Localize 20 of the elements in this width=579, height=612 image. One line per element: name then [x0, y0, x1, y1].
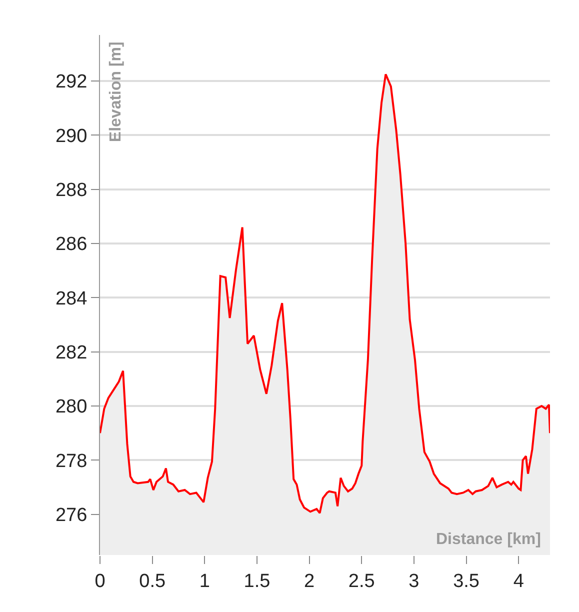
- x-tick-label: 0.5: [139, 570, 166, 592]
- y-tick-label: 286: [55, 234, 88, 256]
- y-tick-label: 278: [55, 450, 88, 472]
- y-tick-label: 292: [55, 72, 88, 93]
- x-axis-title: Distance [km]: [436, 531, 541, 548]
- y-tick-label: 288: [55, 180, 88, 202]
- y-tick-label: 284: [55, 288, 88, 310]
- y-tick-label: 282: [55, 342, 88, 364]
- x-tick-label: 0: [94, 570, 106, 592]
- x-tick-label: 1: [199, 570, 210, 592]
- x-tick-label: 1.5: [244, 570, 270, 592]
- x-tick-label: 3: [408, 570, 420, 592]
- y-tick-label: 276: [55, 505, 88, 526]
- x-tick-label: 3.5: [453, 570, 480, 592]
- x-tick-label: 2: [304, 570, 315, 592]
- x-tick-label: 4: [513, 570, 524, 592]
- y-tick-label: 290: [55, 126, 88, 147]
- x-tick-label: 2.5: [348, 570, 375, 592]
- y-tick-label: 280: [55, 396, 88, 418]
- y-axis-title: Elevation [m]: [108, 42, 125, 142]
